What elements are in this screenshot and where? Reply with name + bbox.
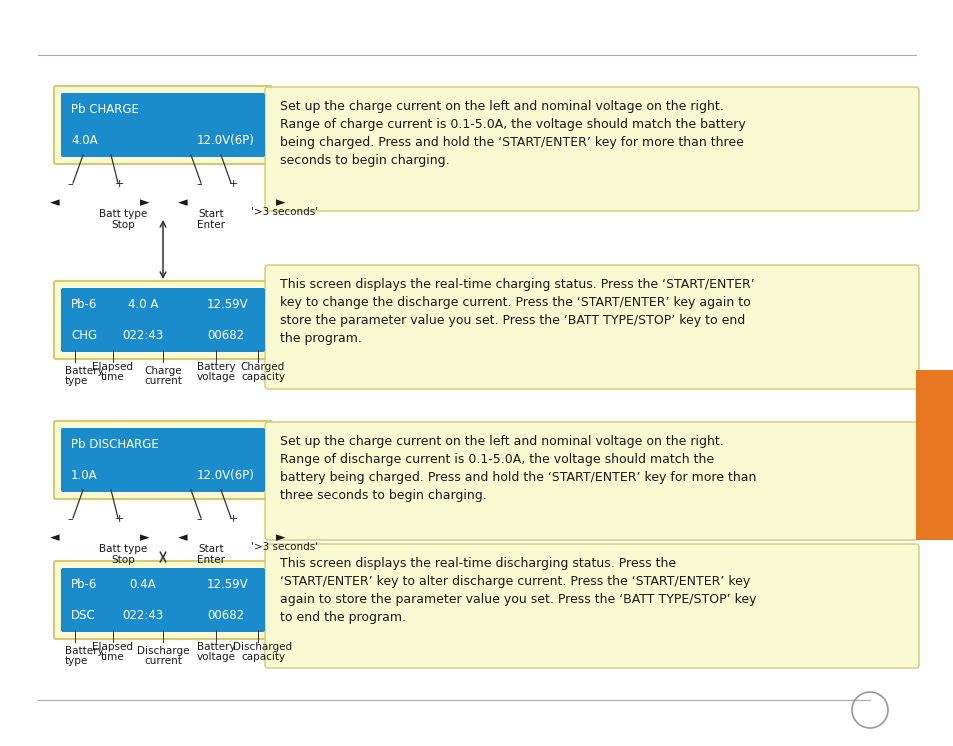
Text: ◄: ◄: [178, 531, 188, 545]
Text: '>3 seconds': '>3 seconds': [251, 207, 317, 217]
Text: ►: ►: [276, 531, 286, 545]
Text: 12.59V: 12.59V: [207, 298, 249, 311]
Text: 022:43: 022:43: [122, 329, 164, 342]
Text: Batt type: Batt type: [99, 209, 147, 219]
FancyBboxPatch shape: [265, 87, 918, 211]
Text: DSC: DSC: [71, 609, 95, 622]
Text: Set up the charge current on the left and nominal voltage on the right.
Range of: Set up the charge current on the left an…: [280, 435, 756, 502]
Text: 4.0A: 4.0A: [71, 134, 97, 147]
FancyBboxPatch shape: [54, 421, 272, 499]
Text: type: type: [65, 656, 89, 666]
Text: This screen displays the real-time discharging status. Press the
‘START/ENTER’ k: This screen displays the real-time disch…: [280, 557, 756, 624]
Text: current: current: [144, 656, 182, 666]
Text: Pb CHARGE: Pb CHARGE: [71, 103, 139, 116]
Text: Pb-6: Pb-6: [71, 298, 97, 311]
Text: time: time: [101, 652, 125, 662]
Text: ◄: ◄: [178, 196, 188, 210]
Text: Start: Start: [198, 209, 224, 219]
Text: –: –: [196, 514, 202, 524]
Text: Enter: Enter: [196, 555, 225, 565]
Text: ►: ►: [140, 531, 150, 545]
Text: 12.0V(6P): 12.0V(6P): [197, 134, 254, 147]
Text: +: +: [114, 179, 124, 189]
Text: CHG: CHG: [71, 329, 97, 342]
Text: 0.4A: 0.4A: [130, 578, 156, 591]
Text: capacity: capacity: [241, 372, 285, 382]
Text: Battery: Battery: [196, 642, 235, 652]
Text: Pb-6: Pb-6: [71, 578, 97, 591]
FancyBboxPatch shape: [61, 93, 265, 157]
Text: Elapsed: Elapsed: [92, 642, 133, 652]
FancyBboxPatch shape: [54, 86, 272, 164]
Text: Stop: Stop: [111, 220, 134, 230]
Text: Enter: Enter: [196, 220, 225, 230]
Text: +: +: [228, 179, 237, 189]
Text: voltage: voltage: [196, 372, 235, 382]
Text: Battery: Battery: [65, 366, 104, 376]
Text: 12.59V: 12.59V: [207, 578, 249, 591]
Text: +: +: [228, 514, 237, 524]
Text: Pb DISCHARGE: Pb DISCHARGE: [71, 438, 158, 451]
Text: –: –: [67, 514, 72, 524]
FancyBboxPatch shape: [54, 561, 272, 639]
Text: current: current: [144, 376, 182, 386]
Text: Charged: Charged: [240, 362, 285, 372]
Text: capacity: capacity: [241, 652, 285, 662]
Text: 00682: 00682: [207, 609, 244, 622]
Text: Discharged: Discharged: [233, 642, 293, 652]
Text: Battery: Battery: [65, 646, 104, 656]
Text: –: –: [67, 179, 72, 189]
Text: Battery: Battery: [196, 362, 235, 372]
Text: Stop: Stop: [111, 555, 134, 565]
FancyBboxPatch shape: [265, 265, 918, 389]
Text: voltage: voltage: [196, 652, 235, 662]
Text: +: +: [114, 514, 124, 524]
Text: 12.0V(6P): 12.0V(6P): [197, 469, 254, 482]
Text: ◄: ◄: [51, 531, 60, 545]
FancyBboxPatch shape: [54, 281, 272, 359]
Text: Discharge: Discharge: [136, 646, 189, 656]
Text: ►: ►: [276, 196, 286, 210]
Text: Set up the charge current on the left and nominal voltage on the right.
Range of: Set up the charge current on the left an…: [280, 100, 745, 167]
Text: Batt type: Batt type: [99, 544, 147, 554]
Text: This screen displays the real-time charging status. Press the ‘START/ENTER’
key : This screen displays the real-time charg…: [280, 278, 754, 345]
Text: ◄: ◄: [51, 196, 60, 210]
FancyBboxPatch shape: [61, 288, 265, 352]
Text: Start: Start: [198, 544, 224, 554]
Text: '>3 seconds': '>3 seconds': [251, 542, 317, 552]
Text: type: type: [65, 376, 89, 386]
FancyBboxPatch shape: [61, 568, 265, 632]
Text: 1.0A: 1.0A: [71, 469, 97, 482]
FancyBboxPatch shape: [265, 544, 918, 668]
Text: Charge: Charge: [144, 366, 182, 376]
Text: 00682: 00682: [207, 329, 244, 342]
FancyBboxPatch shape: [61, 428, 265, 492]
Text: ►: ►: [140, 196, 150, 210]
Text: 4.0 A: 4.0 A: [128, 298, 158, 311]
Text: Elapsed: Elapsed: [92, 362, 133, 372]
FancyBboxPatch shape: [265, 422, 918, 540]
Bar: [915, 370, 953, 540]
Text: 022:43: 022:43: [122, 609, 164, 622]
Text: –: –: [196, 179, 202, 189]
Text: time: time: [101, 372, 125, 382]
